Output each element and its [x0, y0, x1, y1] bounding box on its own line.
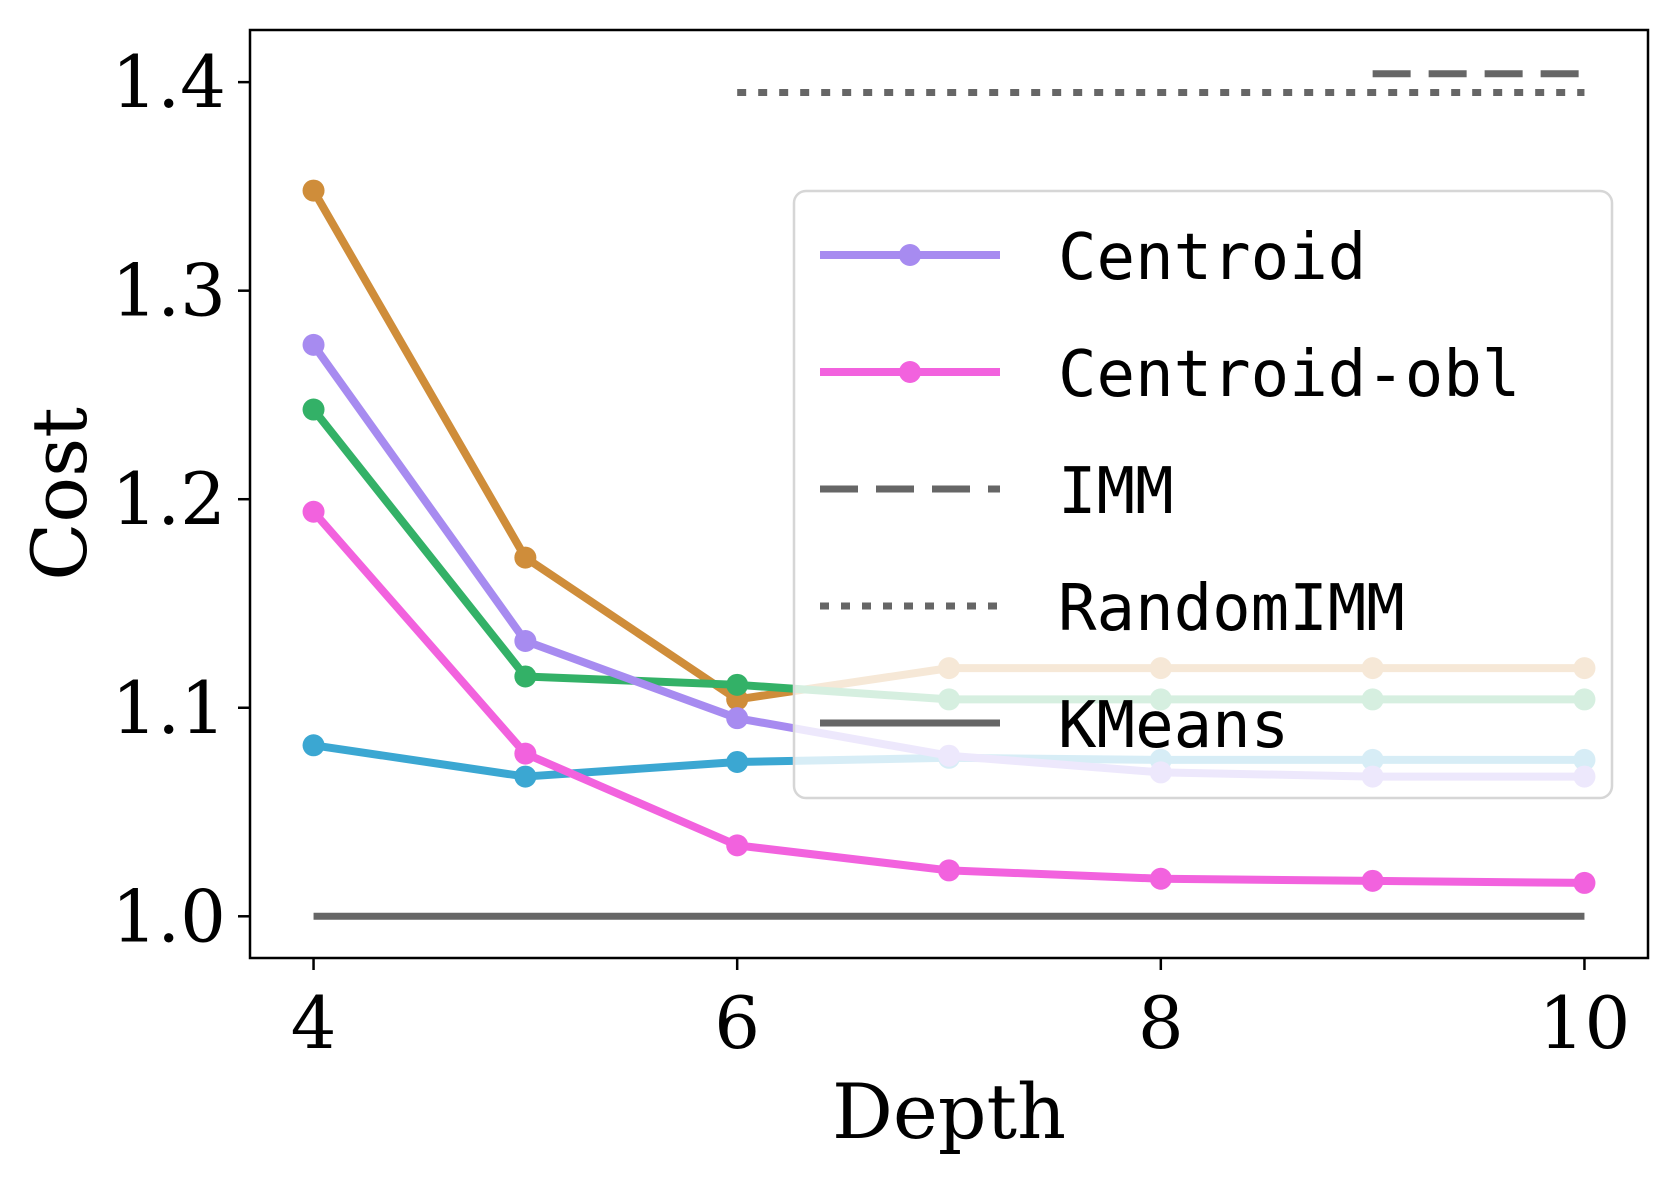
legend-label-imm: IMM [1058, 455, 1174, 529]
series-point-blue [726, 750, 749, 773]
legend-label-kmeans: KMeans [1058, 689, 1289, 763]
x-tick-label: 6 [714, 981, 760, 1065]
legend-items: Centroid Centroid-obl IMM RandomIMM KMeans [820, 221, 1520, 763]
y-tick-label: 1.1 [111, 666, 226, 750]
series-point-orange [302, 179, 325, 202]
legend-label-centroid: Centroid [1058, 221, 1366, 295]
y-tick-label: 1.2 [111, 457, 226, 541]
legend-label-randomimm: RandomIMM [1058, 572, 1405, 646]
series-point-green [726, 673, 749, 696]
series-point-centroid [302, 333, 325, 356]
y-tick-label: 1.4 [111, 40, 226, 124]
series-point-centroid-obl [726, 834, 749, 857]
plot-frame [248, 28, 1650, 960]
series-point-centroid [514, 630, 537, 653]
series-point-centroid-obl [1573, 871, 1596, 894]
series-point-orange [514, 546, 537, 569]
series-point-centroid-obl [938, 859, 960, 882]
series-point-green [302, 398, 325, 421]
x-axis-label: Depth [832, 1067, 1066, 1156]
x-tick-label: 10 [1539, 981, 1631, 1065]
y-axis-label: Cost [15, 407, 104, 580]
legend: Centroid Centroid-obl IMM RandomIMM KMeans [792, 189, 1614, 800]
series-point-green [514, 665, 537, 688]
legend-label-centroid-obl: Centroid-obl [1058, 338, 1520, 412]
y-tick-label: 1.0 [111, 874, 226, 958]
series-point-centroid-obl [1149, 867, 1172, 890]
y-tick-label: 1.3 [111, 249, 226, 333]
series-point-blue [302, 734, 325, 757]
series-point-centroid-obl [1361, 869, 1384, 892]
legend-marker-centroid-obl [899, 361, 921, 383]
legend-frame [792, 189, 1614, 800]
series-point-blue [514, 765, 537, 788]
ticks-layer: 4 6 8 10 1.0 1.1 1.2 1.3 1.4 [111, 40, 1630, 1065]
x-tick-label: 8 [1138, 981, 1184, 1065]
series-point-centroid [726, 707, 749, 730]
series-point-centroid-obl [302, 500, 325, 523]
x-tick-label: 4 [291, 981, 337, 1065]
legend-marker-centroid [899, 244, 921, 266]
series-point-centroid-obl [514, 742, 537, 765]
